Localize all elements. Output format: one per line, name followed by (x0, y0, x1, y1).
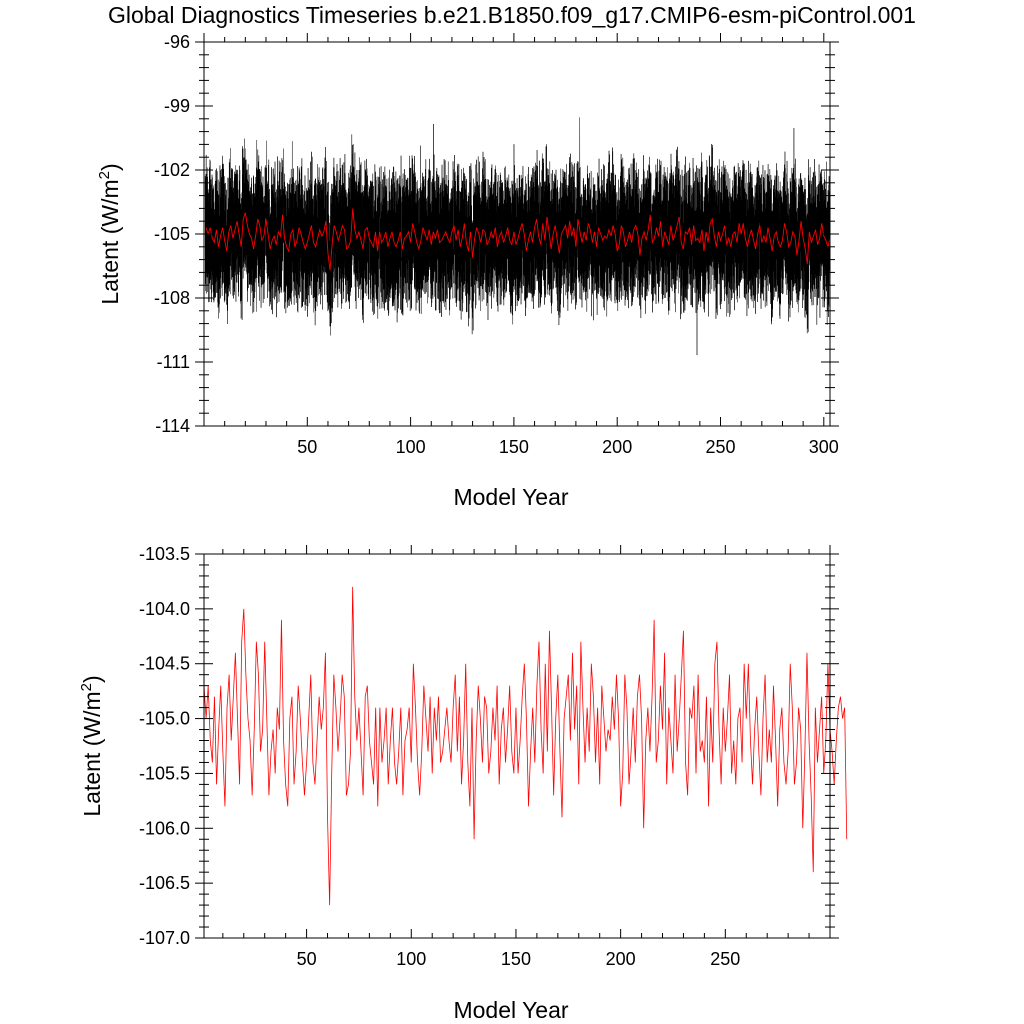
bottom-y-axis-label-sup: 2 (78, 683, 95, 691)
chart-title: Global Diagnostics Timeseries b.e21.B185… (108, 2, 916, 28)
top-series-monthly-line (204, 117, 830, 356)
top-y-tick-label: -105 (154, 224, 190, 244)
top-x-tick-label: 50 (297, 437, 317, 457)
top-x-tick-label: 100 (396, 437, 426, 457)
top-y-axis-label-sup: 2 (96, 171, 113, 179)
top-plot-area (204, 117, 830, 356)
bottom-x-tick-label: 200 (606, 949, 636, 969)
top-y-tick-label: -99 (164, 96, 190, 116)
bottom-y-axis-label-close: ) (79, 675, 105, 683)
top-x-tick-label: 150 (499, 437, 529, 457)
bottom-axes: 50 100 150 200 250 -107.0 -106.5 -106.0 -105.5 -1… (139, 544, 839, 969)
bottom-y-tick-label: -104.0 (139, 599, 190, 619)
bottom-panel: 50 100 150 200 250 -107.0 -106.5 -106.0 -105.5 -1… (78, 544, 848, 1023)
bottom-y-tick-label: -105.0 (139, 709, 190, 729)
top-panel: 50 100 150 200 250 300 -114 -111 -108 -105 -102 -99… (96, 32, 839, 510)
top-x-tick-label: 300 (809, 437, 839, 457)
bottom-y-axis-label: Latent (W/m2) (78, 675, 105, 816)
bottom-x-tick-label: 250 (710, 949, 740, 969)
top-y-tick-label: -102 (154, 160, 190, 180)
bottom-y-axis-label-main: Latent (W/m (79, 691, 105, 816)
top-y-tick-label: -114 (155, 416, 190, 436)
top-x-tick-label: 200 (602, 437, 632, 457)
bottom-plot-frame (203, 553, 831, 939)
bottom-x-tick-label: 50 (297, 949, 317, 969)
bottom-plot-area (203, 586, 848, 906)
bottom-y-tick-label: -103.5 (139, 544, 190, 564)
bottom-x-tick-label: 100 (396, 949, 426, 969)
top-y-tick-label: -96 (164, 32, 190, 52)
bottom-x-tick-label: 150 (501, 949, 531, 969)
top-y-tick-label: -108 (154, 288, 190, 308)
top-y-axis-label-close: ) (97, 163, 123, 171)
bottom-x-axis-label: Model Year (453, 997, 568, 1023)
bottom-y-tick-label: -107.0 (139, 928, 190, 948)
top-y-axis-label-main: Latent (W/m (97, 179, 123, 304)
top-axes: 50 100 150 200 250 300 -114 -111 -108 -105 -102 -99… (154, 32, 839, 457)
bottom-series-annual-line (203, 586, 848, 906)
bottom-y-tick-label: -106.0 (139, 818, 190, 838)
top-y-axis-label: Latent (W/m2) (96, 163, 123, 304)
bottom-y-tick-label: -106.5 (139, 873, 190, 893)
top-x-axis-label: Model Year (453, 484, 568, 510)
bottom-y-tick-label: -104.5 (139, 654, 190, 674)
top-x-tick-label: 250 (705, 437, 735, 457)
top-y-tick-label: -111 (157, 352, 190, 372)
top-series-annual-line (205, 208, 830, 271)
bottom-y-tick-label: -105.5 (139, 763, 190, 783)
